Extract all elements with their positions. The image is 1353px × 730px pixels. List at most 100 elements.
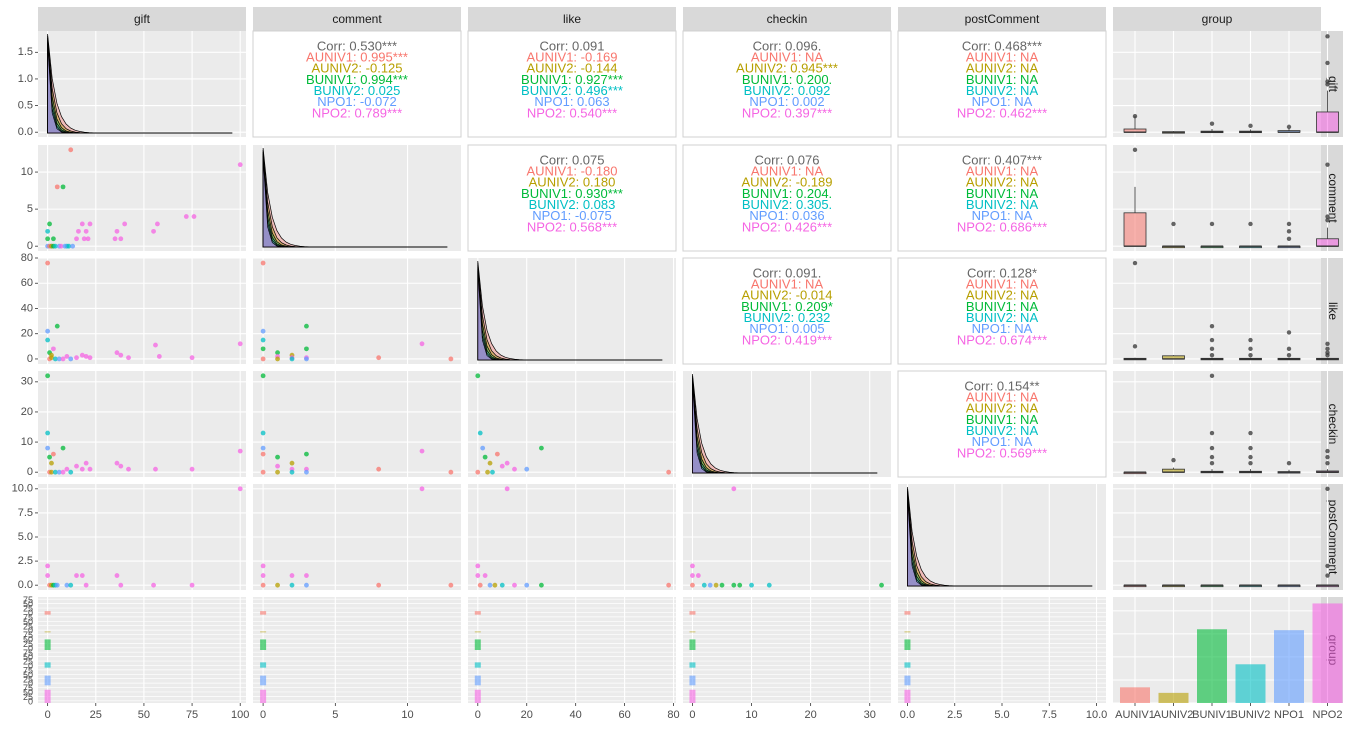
corr-group-BUNIV1: BUNIV1: 0.930*** xyxy=(521,186,623,201)
column-strip-label-postComment: postComment xyxy=(965,12,1040,26)
scatter-point xyxy=(155,221,160,227)
boxplot-outlier-NPO2 xyxy=(1325,486,1330,492)
boxplot-outlier-NPO2 xyxy=(1325,60,1330,66)
column-strip-gift xyxy=(38,7,246,31)
y-tick-label: 1.0 xyxy=(18,73,33,85)
scatter-point xyxy=(45,373,51,379)
hist-bar-BUNIV2 xyxy=(689,662,696,668)
y-tick-label: 2.5 xyxy=(18,555,33,567)
scatter-point xyxy=(524,582,530,588)
boxplot-outlier-BUNIV2 xyxy=(1248,337,1253,343)
scatter-point xyxy=(64,466,70,472)
x-tick-label: 0 xyxy=(689,709,695,721)
scatter-point xyxy=(62,243,68,249)
corr-group-BUNIV1: BUNIV1: 0.927*** xyxy=(521,72,623,87)
scatter-point xyxy=(68,582,74,588)
hist-bar-BUNIV1 xyxy=(904,639,911,650)
scatter-point xyxy=(275,454,280,460)
x-tick-label-group: NPO1 xyxy=(1274,709,1304,721)
scatter-point xyxy=(112,236,118,242)
scatter-point xyxy=(690,582,695,588)
scatter-point xyxy=(737,582,743,588)
scatter-point xyxy=(304,573,309,578)
scatter-point xyxy=(83,228,89,234)
corr-group-NPO2: NPO2: 0.789*** xyxy=(312,105,402,120)
x-tick-label: 7.5 xyxy=(1042,709,1057,721)
boxplot-outlier-AUNIV2 xyxy=(1171,221,1176,227)
scatter-point xyxy=(487,460,493,466)
scatter-point xyxy=(60,356,66,362)
scatter-point xyxy=(191,214,197,219)
boxplot-outlier-NPO2 xyxy=(1325,460,1330,466)
scatter-point xyxy=(189,582,195,588)
corr-group-AUNIV1: AUNIV1: -0.169 xyxy=(526,49,617,64)
corr-panel-comment-like xyxy=(467,144,677,252)
corr-group-NPO2: NPO2: 0.462*** xyxy=(957,105,1047,120)
y-tick-label: 1.5 xyxy=(18,46,33,58)
scatter-point xyxy=(87,355,93,361)
boxplot-outlier-NPO1 xyxy=(1286,124,1292,130)
corr-group-NPO2: NPO2: 0.686*** xyxy=(957,219,1047,234)
scatter-point xyxy=(731,582,737,588)
hist-bar-BUNIV2 xyxy=(904,662,911,668)
y-tick-label-group: 25 xyxy=(23,621,33,631)
corr-overall-comment-checkin: Corr: 0.076 xyxy=(754,152,819,167)
panel-bg-like-gift xyxy=(38,258,246,364)
hist-bar-NPO2 xyxy=(44,689,51,703)
y-tick-label-group: 25 xyxy=(23,674,33,684)
x-tick-label: 20 xyxy=(805,709,817,721)
scatter-point xyxy=(87,466,93,472)
scatter-point xyxy=(475,573,481,578)
scatter-point xyxy=(60,445,66,451)
boxplot-outlier-NPO2 xyxy=(1325,79,1330,84)
x-tick-label: 10 xyxy=(401,709,413,721)
density-NPO2 xyxy=(692,383,878,474)
scatter-point xyxy=(126,355,131,361)
y-tick-label-group: 0 xyxy=(28,679,33,689)
corr-group-AUNIV2: AUNIV2: NA xyxy=(966,401,1039,416)
column-strip-postComment xyxy=(898,7,1106,31)
scatter-point xyxy=(376,582,382,588)
corr-overall-gift-checkin: Corr: 0.096. xyxy=(753,38,822,53)
scatter-point xyxy=(56,469,62,475)
corr-panel-like-postComment xyxy=(897,257,1107,365)
scatter-point xyxy=(731,486,737,492)
hist-panel-gift xyxy=(38,597,246,703)
y-tick-label: 40 xyxy=(21,302,33,314)
scatter-point xyxy=(260,445,266,451)
boxplot-outlier-BUNIV1 xyxy=(1209,121,1215,126)
corr-group-NPO1: NPO1: 0.005 xyxy=(749,321,824,336)
corr-group-NPO1: NPO1: NA xyxy=(972,321,1033,336)
scatter-point xyxy=(448,582,454,588)
y-tick-label: 30 xyxy=(21,376,33,388)
scatter-point xyxy=(448,469,454,475)
hist-bar-BUNIV2 xyxy=(44,662,51,668)
corr-group-NPO2: NPO2: 0.569*** xyxy=(957,445,1047,460)
scatter-point xyxy=(289,469,295,475)
y-tick-label: 20 xyxy=(21,406,33,418)
scatter-point xyxy=(54,323,60,329)
scatter-point xyxy=(114,228,120,234)
scatter-point xyxy=(482,454,488,460)
hist-panel-checkin xyxy=(683,597,891,703)
hist-bar-BUNIV1 xyxy=(474,639,481,650)
y-tick-label: 10 xyxy=(21,436,33,448)
scatter-point xyxy=(83,582,89,588)
scatter-point xyxy=(376,355,382,361)
scatter-point xyxy=(126,466,131,472)
y-tick-label: 5 xyxy=(27,203,33,215)
scatter-point xyxy=(512,466,517,472)
boxplot-outlier-BUNIV2 xyxy=(1248,445,1253,451)
scatter-point xyxy=(60,184,66,190)
hist-panel-like xyxy=(468,597,676,703)
scatter-point xyxy=(260,582,266,588)
y-tick-label-group: 75 xyxy=(23,612,33,622)
hist-bar-AUNIV1 xyxy=(260,611,267,615)
scatter-point xyxy=(260,373,266,379)
hist-bar-AUNIV1 xyxy=(689,611,696,615)
y-tick-label-group: 0 xyxy=(28,696,33,706)
scatter-point xyxy=(153,466,158,472)
column-strip-checkin xyxy=(683,7,891,31)
scatter-point xyxy=(189,355,195,361)
scatter-point xyxy=(419,486,425,492)
